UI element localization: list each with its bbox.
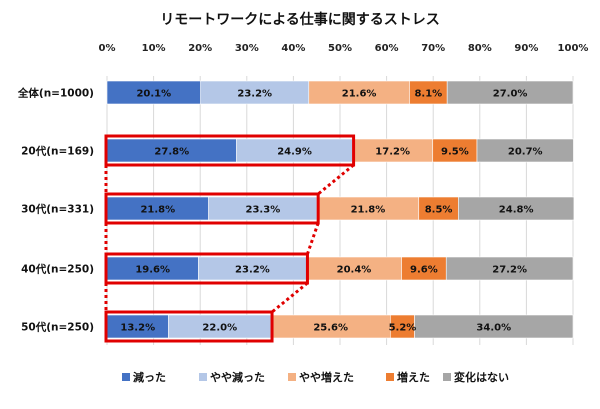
data-label: 25.6% [313,323,348,334]
legend-label: 増えた [397,370,430,384]
bars [106,80,575,339]
bar-segment [476,138,574,163]
highlight-box [104,252,309,285]
data-label: 5.2% [389,323,417,334]
highlight-connector [306,222,320,255]
x-tick-label: 100% [558,43,589,54]
x-tick-label: 90% [514,43,538,54]
highlight-connector [271,281,309,314]
data-label: 23.2% [235,265,270,276]
x-tick-label: 50% [328,43,352,54]
legend-swatch [122,373,130,381]
legend-label: 変化はない [454,370,509,384]
data-label: 19.6% [135,265,170,276]
data-label: 27.2% [492,265,527,276]
data-label: 17.2% [375,147,410,158]
data-label: 8.5% [425,205,453,216]
legend-label: やや増えた [299,370,354,384]
data-label: 21.6% [342,89,377,100]
category-label: 40代(n=250) [21,263,94,276]
bar-segment [445,256,574,281]
legend-swatch [288,373,296,381]
data-label: 23.3% [246,205,281,216]
data-label: 9.6% [410,265,438,276]
data-label: 23.2% [237,89,272,100]
category-label: 20代(n=169) [21,145,94,158]
x-tick-label: 70% [421,43,445,54]
data-label: 22.0% [202,323,237,334]
x-tick-label: 40% [281,43,305,54]
x-axis-ticks: 0% 10% 20% 30% 40% 50% 60% 70% 80% 90% 100% [99,43,589,54]
data-labels: 20.1% 23.2% 21.6% 8.1% 27.0% 27.8% 24.9% 17.2% 9… [120,89,542,334]
x-tick-label: 10% [142,43,166,54]
data-label: 13.2% [120,323,155,334]
legend: 減った やや減った やや増えた 増えた 変化はない [122,370,509,384]
highlight-connector [317,163,355,196]
data-label: 20.4% [337,265,372,276]
bar-segment [458,196,575,221]
chart-title: リモートワークによる仕事に関するストレス [160,11,440,28]
highlight-box [104,134,356,167]
x-tick-label: 0% [99,43,116,54]
legend-label: やや減った [210,370,265,384]
legend-swatch [386,373,394,381]
x-tick-label: 30% [235,43,259,54]
x-tick-label: 80% [468,43,492,54]
data-label: 8.1% [414,89,442,100]
legend-swatch [199,373,207,381]
data-label: 24.8% [499,205,534,216]
data-label: 21.8% [140,205,175,216]
bar-segment [446,80,574,105]
category-label: 50代(n=250) [21,321,94,334]
bar-segment [414,314,574,339]
data-label: 20.7% [508,147,543,158]
data-label: 24.9% [277,147,312,158]
category-labels: 全体(n=1000) 20代(n=169) 30代(n=331) 40代(n=250)… [17,87,94,334]
category-label: 30代(n=331) [21,203,94,216]
category-label: 全体(n=1000) [17,87,94,100]
legend-label: 減った [133,370,166,384]
highlight-boxes [104,134,356,343]
data-label: 34.0% [476,323,511,334]
x-tick-label: 20% [188,43,212,54]
data-label: 27.8% [154,147,189,158]
highlight-box [104,310,274,343]
data-label: 20.1% [136,89,171,100]
highlight-box [104,192,320,225]
data-label: 21.8% [351,205,386,216]
legend-swatch [443,373,451,381]
x-tick-label: 60% [375,43,399,54]
data-label: 9.5% [441,147,469,158]
data-label: 27.0% [493,89,528,100]
